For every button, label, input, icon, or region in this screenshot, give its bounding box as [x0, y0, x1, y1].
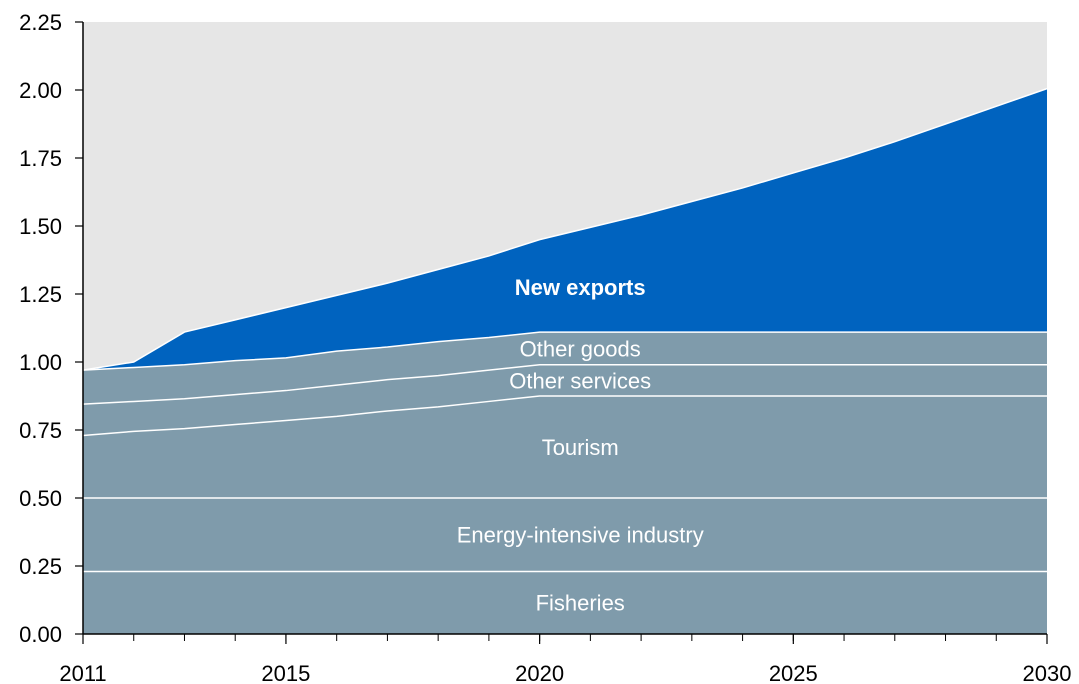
- label-fisheries: Fisheries: [536, 591, 625, 616]
- area-fisheries: [83, 571, 1047, 634]
- boundary-other-goods: [82, 331, 1047, 371]
- y-tick-label: 0.50: [19, 486, 62, 511]
- area-energy-intensive-industry: [83, 498, 1047, 572]
- y-tick-label: 2.25: [19, 10, 62, 35]
- label-tourism: Tourism: [542, 435, 619, 460]
- y-tick-label: 0.25: [19, 554, 62, 579]
- x-tick-label: 2011: [59, 661, 106, 684]
- label-other-goods: Other goods: [520, 336, 641, 361]
- boundary-other-services: [82, 363, 1047, 405]
- y-tick-label: 1.50: [19, 214, 62, 239]
- boundary-new-exports: [82, 87, 1048, 371]
- x-tick-label: 2015: [261, 661, 310, 684]
- boundary-tourism: [82, 395, 1047, 437]
- area-tourism: [83, 396, 1047, 498]
- label-other-services: Other services: [509, 368, 651, 393]
- y-tick-label: 0.75: [19, 418, 62, 443]
- area-new-exports: [83, 88, 1047, 371]
- y-tick-label: 1.00: [19, 350, 62, 375]
- y-tick-label: 0.00: [19, 622, 62, 647]
- area-other-services: [83, 364, 1047, 436]
- y-tick-label: 1.25: [19, 282, 62, 307]
- label-energy-intensive-industry: Energy-intensive industry: [457, 523, 704, 548]
- y-tick-label: 1.75: [19, 146, 62, 171]
- label-new-exports: New exports: [515, 275, 646, 300]
- x-tick-label: 2025: [769, 661, 818, 684]
- y-tick-label: 2.00: [19, 78, 62, 103]
- x-tick-label: 2020: [515, 661, 564, 684]
- x-tick-label: 2030: [1023, 661, 1072, 684]
